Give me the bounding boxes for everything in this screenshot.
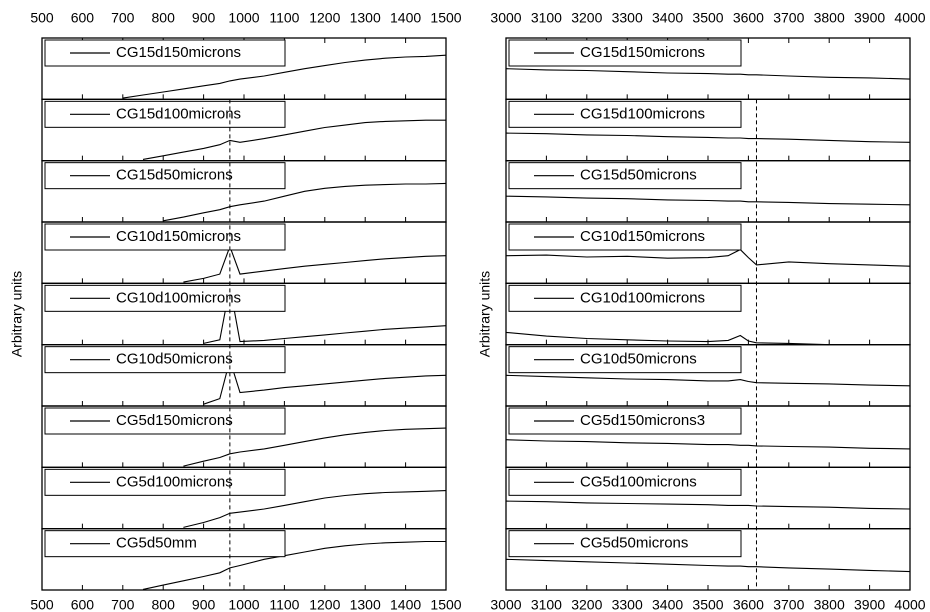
legend-label: CG15d150microns — [580, 44, 705, 61]
legend-label: CG10d50microns — [116, 351, 233, 368]
data-line — [163, 182, 447, 222]
legend-label: CG5d50mm — [116, 535, 197, 552]
x-tick-label: 3100 — [531, 10, 562, 26]
x-tick-label: 900 — [192, 10, 216, 26]
x-tick-label: 3300 — [612, 597, 643, 612]
x-tick-label: 3900 — [854, 10, 885, 26]
x-tick-label: 1500 — [430, 597, 461, 612]
x-tick-label: 3200 — [571, 10, 602, 26]
legend-label: CG10d150microns — [580, 228, 705, 245]
x-tick-label: 3600 — [733, 10, 764, 26]
x-tick-label: 3700 — [773, 10, 804, 26]
x-tick-label: 3900 — [854, 597, 885, 612]
x-tick-label: 600 — [71, 10, 95, 26]
legend-label: CG5d100microns — [116, 473, 233, 490]
x-tick-label: 800 — [152, 597, 176, 612]
legend-box — [44, 407, 286, 435]
x-tick-label: 3200 — [571, 597, 602, 612]
x-tick-label: 4000 — [894, 10, 925, 26]
legend-label: CG5d50microns — [580, 535, 688, 552]
legend-label: CG10d100microns — [116, 289, 241, 306]
x-tick-label: 1400 — [390, 597, 421, 612]
data-line — [505, 248, 911, 267]
x-tick-label: 1200 — [309, 10, 340, 26]
x-tick-label: 3000 — [490, 10, 521, 26]
data-line — [505, 68, 911, 80]
x-tick-label: 500 — [30, 10, 54, 26]
x-tick-label: 4000 — [894, 597, 925, 612]
legend-label: CG15d100microns — [580, 105, 705, 122]
y-axis-label: Arbitrary units — [477, 271, 493, 357]
x-tick-label: 1300 — [350, 10, 381, 26]
legend-box — [44, 162, 286, 190]
data-line — [505, 500, 911, 510]
x-tick-label: 3500 — [692, 597, 723, 612]
x-tick-label: 800 — [152, 10, 176, 26]
y-axis-label: Arbitrary units — [9, 271, 25, 357]
x-tick-label: 500 — [30, 597, 54, 612]
x-tick-label: 3500 — [692, 10, 723, 26]
legend-label: CG15d50microns — [580, 167, 697, 184]
x-tick-label: 1400 — [390, 10, 421, 26]
x-tick-label: 3800 — [814, 597, 845, 612]
data-line — [183, 244, 447, 283]
x-tick-label: 600 — [71, 597, 95, 612]
data-line — [505, 374, 911, 387]
x-tick-label: 1000 — [228, 597, 259, 612]
data-line — [505, 439, 911, 450]
x-tick-label: 3400 — [652, 597, 683, 612]
data-line — [505, 132, 911, 143]
x-tick-label: 1100 — [269, 10, 299, 26]
x-tick-label: 1100 — [269, 597, 299, 612]
x-tick-label: 900 — [192, 597, 216, 612]
legend-label: CG15d150microns — [116, 44, 241, 61]
legend-label: CG5d150microns — [116, 412, 233, 429]
legend-label: CG5d150microns3 — [580, 412, 705, 429]
x-tick-label: 700 — [111, 597, 135, 612]
x-tick-label: 3400 — [652, 10, 683, 26]
legend-label: CG15d100microns — [116, 105, 241, 122]
x-tick-label: 1200 — [309, 597, 340, 612]
x-tick-label: 3300 — [612, 10, 643, 26]
x-tick-label: 1500 — [430, 10, 461, 26]
x-tick-label: 1300 — [350, 597, 381, 612]
data-line — [122, 54, 447, 99]
x-tick-label: 3600 — [733, 597, 764, 612]
x-tick-label: 3800 — [814, 10, 845, 26]
x-tick-label: 700 — [111, 10, 135, 26]
legend-label: CG5d100microns — [580, 473, 697, 490]
x-tick-label: 3700 — [773, 597, 804, 612]
legend-label: CG10d50microns — [580, 351, 697, 368]
legend-label: CG15d50microns — [116, 167, 233, 184]
legend-label: CG10d150microns — [116, 228, 241, 245]
data-line — [505, 195, 911, 206]
legend-label: CG10d100microns — [580, 289, 705, 306]
x-tick-label: 3000 — [490, 597, 521, 612]
data-line — [183, 490, 447, 528]
data-line — [505, 331, 830, 346]
x-tick-label: 3100 — [531, 597, 562, 612]
data-line — [505, 558, 911, 573]
data-line — [142, 119, 446, 160]
x-tick-label: 1000 — [228, 10, 259, 26]
data-line — [183, 427, 447, 467]
